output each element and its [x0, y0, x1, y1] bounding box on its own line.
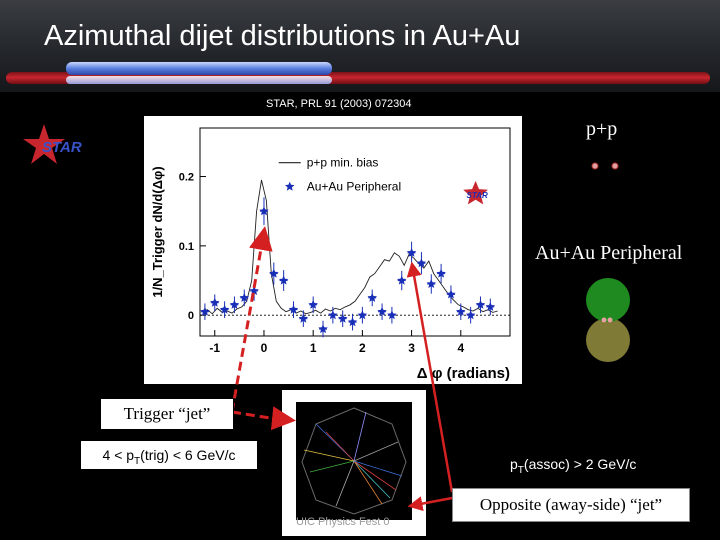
auau-point [485, 301, 496, 311]
auau-point [475, 299, 486, 309]
assoc-pt-cut: pT(assoc) > 2 GeV/c [510, 456, 636, 476]
auau-point [357, 310, 368, 320]
ptrig-sub: T [134, 455, 141, 467]
star-logo-icon: STAR [23, 124, 82, 164]
detector-tracks-icon [301, 407, 407, 515]
y-tick-label: 0 [188, 310, 194, 322]
decor-blue-bar [66, 62, 332, 75]
y-tick-label: 0.1 [179, 241, 194, 253]
auau-point [308, 299, 318, 309]
auau-point [269, 268, 279, 278]
auau-point [288, 304, 299, 314]
auau-point [456, 306, 466, 316]
ptrig-rest: (trig) < 6 GeV/c [140, 447, 236, 463]
trigger-pt-cut: 4 < pT(trig) < 6 GeV/c [80, 440, 258, 470]
slide-title: Azimuthal dijet distributions in Au+Au [44, 20, 521, 52]
ptrig-main: 4 < p [102, 447, 135, 463]
legend-pp-label: p+p min. bias [307, 156, 379, 170]
legend-auau-marker [285, 181, 295, 191]
auau-point [278, 275, 289, 285]
x-tick-label: 4 [457, 341, 464, 355]
x-axis-label: Δ φ (radians) [417, 365, 510, 382]
auau-point [397, 275, 407, 285]
plot-frame [199, 127, 511, 337]
passoc-rest: (assoc) > 2 GeV/c [523, 456, 637, 472]
plot-star-logo-icon [463, 180, 488, 205]
auau-point [367, 292, 377, 302]
y-axis-label: 1/N_Trigger dN/d(Δφ) [150, 166, 165, 297]
pp-proton-icons [591, 162, 619, 170]
event-display: UIC Physics Fest 0 [282, 390, 426, 536]
auau-point [210, 297, 220, 307]
x-tick-label: 2 [359, 341, 366, 355]
auau-point [465, 310, 476, 320]
auau-point [318, 324, 328, 334]
auau-point [298, 313, 309, 323]
auau-point [259, 206, 269, 216]
logo-text: STAR [42, 139, 82, 156]
legend-auau-label: Au+Au Peripheral [307, 180, 401, 194]
trigger-jet-label: Trigger “jet” [100, 398, 234, 430]
decor-blue-highlight [66, 76, 332, 84]
auau-point [377, 306, 387, 316]
citation: STAR, PRL 91 (2003) 072304 [266, 98, 412, 110]
event-display-frame [296, 402, 412, 520]
x-tick-label: -1 [209, 341, 220, 355]
auau-point [219, 304, 230, 314]
passoc-sub: T [517, 464, 524, 476]
auau-point [347, 317, 358, 327]
auau-point [200, 306, 210, 316]
auau-point [406, 247, 417, 257]
auau-point [337, 313, 348, 323]
x-tick-label: 3 [408, 341, 415, 355]
gold-nuclei-collision-icon [586, 278, 630, 362]
correlation-plot: -1 0 1 2 3 4 0 0.1 0.2 Δ φ (radians) 1/N_Trigger d… [144, 116, 522, 384]
auau-point [387, 310, 397, 320]
passoc-main: p [510, 456, 518, 472]
auau-point [328, 310, 338, 320]
x-tick-label: 0 [261, 341, 268, 355]
x-tick-label: 1 [310, 341, 317, 355]
event-caption: UIC Physics Fest 0 [296, 516, 390, 528]
title-bar: Azimuthal dijet distributions in Au+Au [0, 0, 720, 92]
opposite-jet-label: Opposite (away-side) “jet” [452, 488, 690, 522]
y-tick-label: 0.2 [179, 172, 194, 184]
plot-logo-text: STAR [467, 191, 488, 200]
pp-label: p+p [586, 118, 618, 140]
auau-peripheral-label: Au+Au Peripheral [535, 242, 683, 264]
